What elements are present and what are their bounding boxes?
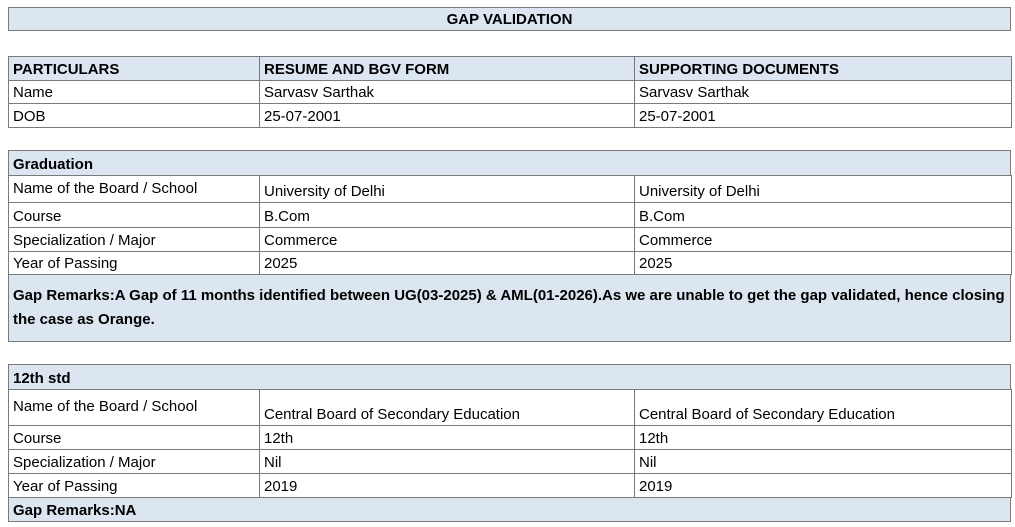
label-cell: Year of Passing (8, 251, 260, 275)
gap-remarks: Gap Remarks:NA (8, 497, 1011, 522)
value-cell: Central Board of Secondary Education (259, 389, 635, 426)
value-cell: Commerce (259, 227, 635, 252)
value-cell: 2025 (259, 251, 635, 275)
value-cell: B.Com (259, 202, 635, 228)
value-cell: 2025 (634, 251, 1012, 275)
value-cell: 12th (634, 425, 1012, 450)
value-cell: University of Delhi (634, 175, 1012, 203)
value-cell: Sarvasv Sarthak (259, 80, 635, 104)
value-cell: 12th (259, 425, 635, 450)
value-cell: Nil (634, 449, 1012, 474)
value-cell: 25-07-2001 (634, 103, 1012, 128)
value-cell: Commerce (634, 227, 1012, 252)
label-cell: DOB (8, 103, 260, 128)
label-cell: Specialization / Major (8, 227, 260, 252)
value-cell: Sarvasv Sarthak (634, 80, 1012, 104)
column-header: RESUME AND BGV FORM (259, 56, 635, 81)
value-cell: 2019 (259, 473, 635, 498)
value-cell: Nil (259, 449, 635, 474)
gap-remarks: Gap Remarks:A Gap of 11 months identifie… (8, 274, 1011, 342)
label-cell: Course (8, 425, 260, 450)
label-cell: Name of the Board / School (8, 389, 260, 426)
sheet-title: GAP VALIDATION (8, 7, 1011, 31)
label-cell: Specialization / Major (8, 449, 260, 474)
label-cell: Year of Passing (8, 473, 260, 498)
label-cell: Name (8, 80, 260, 104)
value-cell: University of Delhi (259, 175, 635, 203)
column-header: SUPPORTING DOCUMENTS (634, 56, 1012, 81)
value-cell: 2019 (634, 473, 1012, 498)
label-cell: Course (8, 202, 260, 228)
value-cell: 25-07-2001 (259, 103, 635, 128)
label-cell: Name of the Board / School (8, 175, 260, 203)
value-cell: B.Com (634, 202, 1012, 228)
section-heading: 12th std (8, 364, 1011, 390)
section-heading: Graduation (8, 150, 1011, 176)
column-header: PARTICULARS (8, 56, 260, 81)
value-cell: Central Board of Secondary Education (634, 389, 1012, 426)
